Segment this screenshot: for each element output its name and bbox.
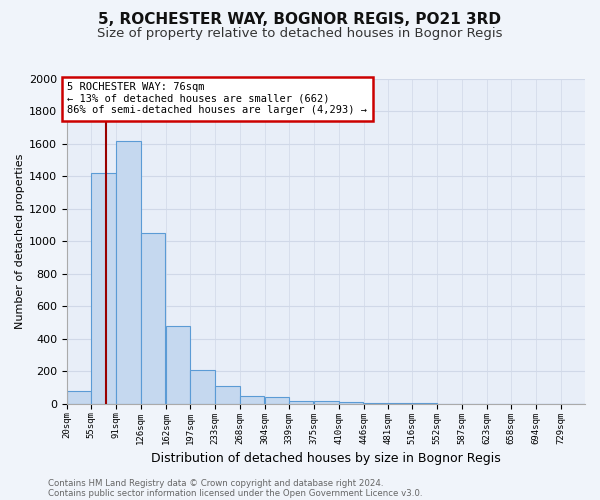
Text: Contains public sector information licensed under the Open Government Licence v3: Contains public sector information licen…	[48, 488, 422, 498]
Text: Size of property relative to detached houses in Bognor Regis: Size of property relative to detached ho…	[97, 28, 503, 40]
Bar	[141, 234, 165, 404]
Text: 5 ROCHESTER WAY: 76sqm
← 13% of detached houses are smaller (662)
86% of semi-de: 5 ROCHESTER WAY: 76sqm ← 13% of detached…	[67, 82, 367, 116]
Bar	[166, 326, 190, 404]
Text: Contains HM Land Registry data © Crown copyright and database right 2024.: Contains HM Land Registry data © Crown c…	[48, 478, 383, 488]
Bar	[364, 403, 388, 404]
Text: 5, ROCHESTER WAY, BOGNOR REGIS, PO21 3RD: 5, ROCHESTER WAY, BOGNOR REGIS, PO21 3RD	[98, 12, 502, 28]
Bar	[67, 391, 91, 404]
Y-axis label: Number of detached properties: Number of detached properties	[15, 154, 25, 329]
Bar	[116, 140, 141, 404]
Bar	[190, 370, 215, 404]
Bar	[91, 173, 116, 404]
Bar	[215, 386, 239, 404]
X-axis label: Distribution of detached houses by size in Bognor Regis: Distribution of detached houses by size …	[151, 452, 501, 465]
Bar	[289, 400, 313, 404]
Bar	[265, 398, 289, 404]
Bar	[239, 396, 264, 404]
Bar	[338, 402, 363, 404]
Bar	[314, 400, 338, 404]
